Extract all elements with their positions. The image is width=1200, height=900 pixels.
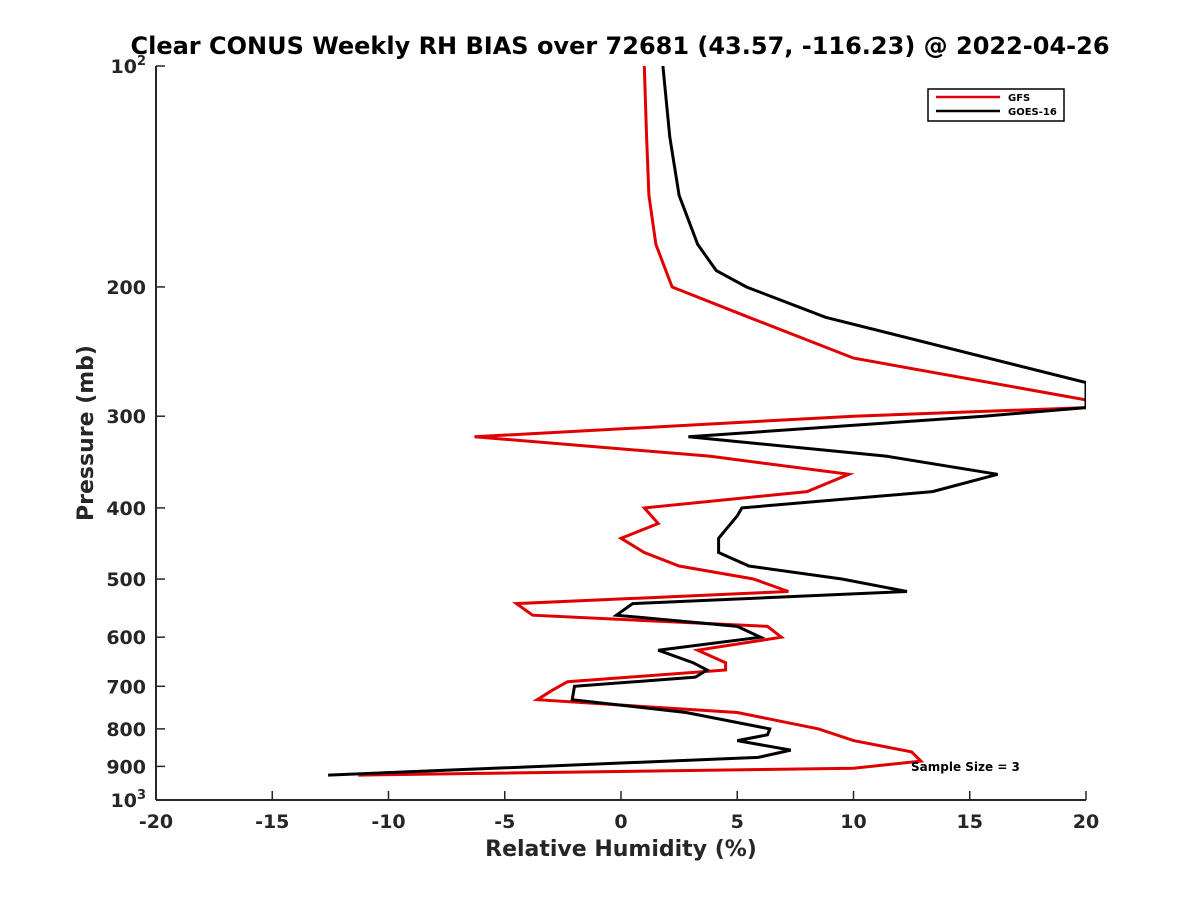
series-line-gfs bbox=[358, 66, 1086, 777]
y-tick-label: 103 bbox=[111, 788, 147, 812]
y-tick-base: 10 bbox=[111, 56, 137, 78]
y-tick-label: 400 bbox=[106, 498, 146, 520]
legend-label-goes16: GOES-16 bbox=[1008, 107, 1057, 118]
legend-box bbox=[927, 88, 1065, 122]
x-tick-label: -15 bbox=[255, 811, 289, 833]
x-tick-label: 5 bbox=[731, 811, 744, 833]
x-tick-label: 0 bbox=[614, 811, 627, 833]
y-tick-exponent: 3 bbox=[137, 788, 146, 803]
x-tick-label: 15 bbox=[957, 811, 983, 833]
y-tick-label: 800 bbox=[106, 719, 146, 741]
x-tick-label: -10 bbox=[371, 811, 405, 833]
legend-label-gfs: GFS bbox=[1008, 93, 1030, 104]
y-tick-label: 200 bbox=[106, 277, 146, 299]
series-layer bbox=[328, 66, 1086, 777]
y-tick-base: 10 bbox=[111, 790, 137, 812]
x-tick-group: -20 -15 -10 -5 0 5 10 15 20 bbox=[139, 791, 1099, 833]
y-tick-exponent: 2 bbox=[137, 54, 146, 69]
y-tick-label: 600 bbox=[106, 627, 146, 649]
chart-title: Clear CONUS Weekly RH BIAS over 72681 (4… bbox=[130, 32, 1109, 60]
x-tick-label: 20 bbox=[1073, 811, 1099, 833]
y-tick-label: 700 bbox=[106, 676, 146, 698]
y-tick-label: 500 bbox=[106, 569, 146, 591]
y-axis-label: Pressure (mb) bbox=[74, 345, 99, 521]
x-axis-label: Relative Humidity (%) bbox=[485, 837, 757, 862]
legend: GFS GOES-16 bbox=[927, 88, 1065, 122]
series-line-goes16 bbox=[328, 66, 1086, 777]
x-tick-label: -20 bbox=[139, 811, 173, 833]
y-tick-label: 900 bbox=[106, 756, 146, 778]
x-tick-label: -5 bbox=[494, 811, 515, 833]
y-tick-label: 102 bbox=[111, 54, 147, 78]
sample-size-annotation: Sample Size = 3 bbox=[911, 760, 1020, 774]
x-tick-label: 10 bbox=[840, 811, 866, 833]
y-tick-label: 300 bbox=[106, 406, 146, 428]
